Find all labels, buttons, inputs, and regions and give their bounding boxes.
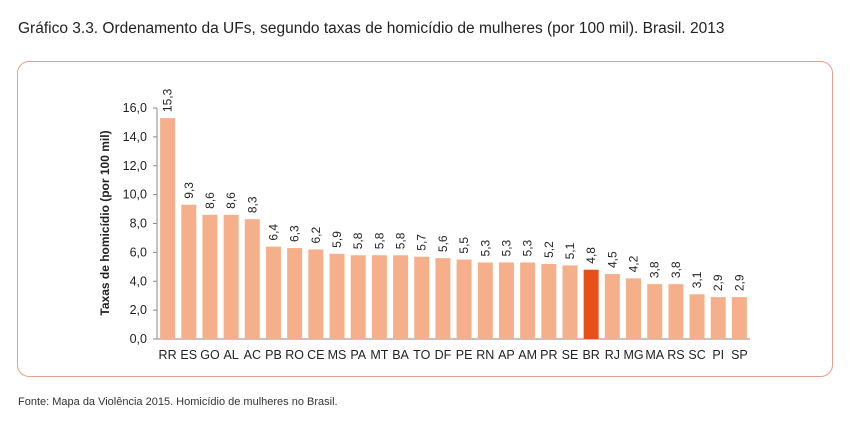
chart-title: Gráfico 3.3. Ordenamento da UFs, segundo… bbox=[18, 20, 725, 37]
data-label: 5,9 bbox=[330, 231, 344, 248]
x-tick-label: AP bbox=[498, 348, 515, 362]
data-label: 5,8 bbox=[394, 232, 408, 249]
x-tick-label: AL bbox=[223, 348, 238, 362]
bar-pa bbox=[350, 255, 366, 339]
bar-br bbox=[583, 269, 599, 339]
data-label: 4,2 bbox=[627, 255, 641, 272]
x-tick-label: SP bbox=[731, 348, 748, 362]
data-label: 5,5 bbox=[457, 237, 471, 254]
data-label: 6,3 bbox=[288, 225, 302, 242]
data-label: 5,6 bbox=[436, 235, 450, 252]
x-tick-label: RN bbox=[476, 348, 494, 362]
x-tick-label: BA bbox=[392, 348, 409, 362]
data-label: 5,1 bbox=[563, 242, 577, 259]
y-tick-label: 2,0 bbox=[130, 303, 147, 317]
x-tick-label: BR bbox=[582, 348, 599, 362]
y-tick-label: 0,0 bbox=[130, 332, 147, 346]
bar-ms bbox=[329, 253, 345, 339]
data-label: 15,3 bbox=[161, 88, 175, 112]
x-tick-label: PE bbox=[456, 348, 473, 362]
source-note: Fonte: Mapa da Violência 2015. Homicídio… bbox=[18, 396, 338, 408]
bar-ma bbox=[647, 284, 663, 339]
data-label: 3,1 bbox=[690, 271, 704, 288]
x-tick-label: RS bbox=[667, 348, 684, 362]
x-tick-label: PR bbox=[540, 348, 557, 362]
x-tick-label: PB bbox=[265, 348, 282, 362]
data-label: 3,8 bbox=[669, 261, 683, 278]
bar-es bbox=[181, 204, 197, 339]
x-tick-label: PA bbox=[350, 348, 366, 362]
x-tick-label: SC bbox=[688, 348, 705, 362]
y-tick-label: 10,0 bbox=[123, 188, 147, 202]
data-label: 5,8 bbox=[372, 232, 386, 249]
bar-rj bbox=[604, 274, 620, 339]
data-label: 8,3 bbox=[245, 196, 259, 213]
x-tick-label: RJ bbox=[605, 348, 620, 362]
x-tick-label: GO bbox=[200, 348, 220, 362]
data-label: 8,6 bbox=[224, 192, 238, 209]
chart-frame bbox=[17, 61, 833, 377]
x-tick-label: AM bbox=[518, 348, 537, 362]
data-label: 9,3 bbox=[182, 182, 196, 199]
bar-go bbox=[202, 214, 218, 339]
y-tick-label: 4,0 bbox=[130, 274, 147, 288]
x-tick-label: CE bbox=[307, 348, 324, 362]
x-tick-label: MA bbox=[645, 348, 664, 362]
x-tick-label: SE bbox=[562, 348, 579, 362]
y-tick-label: 12,0 bbox=[123, 159, 147, 173]
bar-pi bbox=[710, 297, 726, 339]
data-label: 8,6 bbox=[203, 192, 217, 209]
bar-to bbox=[414, 256, 430, 339]
x-tick-label: AC bbox=[244, 348, 261, 362]
x-tick-label: MT bbox=[370, 348, 388, 362]
x-tick-label: RO bbox=[285, 348, 304, 362]
data-label: 5,8 bbox=[351, 232, 365, 249]
bar-ac bbox=[244, 219, 260, 339]
data-label: 5,7 bbox=[415, 234, 429, 251]
y-axis-label: Taxas de homicídio (por 100 mil) bbox=[98, 130, 112, 315]
bar-rs bbox=[668, 284, 684, 339]
bar-mt bbox=[371, 255, 387, 339]
data-label: 6,4 bbox=[266, 224, 280, 241]
data-label: 4,8 bbox=[584, 247, 598, 264]
bar-ro bbox=[287, 248, 303, 339]
x-tick-label: ES bbox=[180, 348, 197, 362]
x-tick-label: DF bbox=[435, 348, 452, 362]
data-label: 4,5 bbox=[605, 251, 619, 268]
bar-se bbox=[562, 265, 578, 339]
bar-rn bbox=[477, 262, 493, 339]
data-label: 2,9 bbox=[711, 274, 725, 291]
bar-sc bbox=[689, 294, 705, 339]
y-tick-label: 16,0 bbox=[123, 101, 147, 115]
data-label: 5,3 bbox=[478, 239, 492, 256]
bar-ce bbox=[308, 249, 324, 339]
bar-am bbox=[520, 262, 536, 339]
data-label: 5,3 bbox=[499, 239, 513, 256]
bar-pb bbox=[265, 246, 281, 339]
bar-df bbox=[435, 258, 451, 339]
data-label: 3,8 bbox=[648, 261, 662, 278]
data-label: 2,9 bbox=[732, 274, 746, 291]
y-tick-label: 6,0 bbox=[130, 245, 147, 259]
bar-sp bbox=[731, 297, 747, 339]
x-tick-label: MG bbox=[623, 348, 643, 362]
data-label: 5,2 bbox=[542, 241, 556, 258]
bar-al bbox=[223, 214, 239, 339]
x-tick-label: RR bbox=[159, 348, 177, 362]
bar-rr bbox=[160, 118, 176, 339]
x-tick-label: TO bbox=[413, 348, 430, 362]
bar-pr bbox=[541, 263, 557, 339]
x-tick-label: MS bbox=[328, 348, 347, 362]
data-label: 5,3 bbox=[521, 239, 535, 256]
bar-pe bbox=[456, 259, 472, 339]
bar-ap bbox=[498, 262, 514, 339]
y-tick-label: 14,0 bbox=[123, 130, 147, 144]
data-label: 6,2 bbox=[309, 226, 323, 243]
y-tick-label: 8,0 bbox=[130, 217, 147, 231]
bar-ba bbox=[393, 255, 409, 339]
bar-mg bbox=[626, 278, 642, 339]
x-tick-label: PI bbox=[712, 348, 724, 362]
